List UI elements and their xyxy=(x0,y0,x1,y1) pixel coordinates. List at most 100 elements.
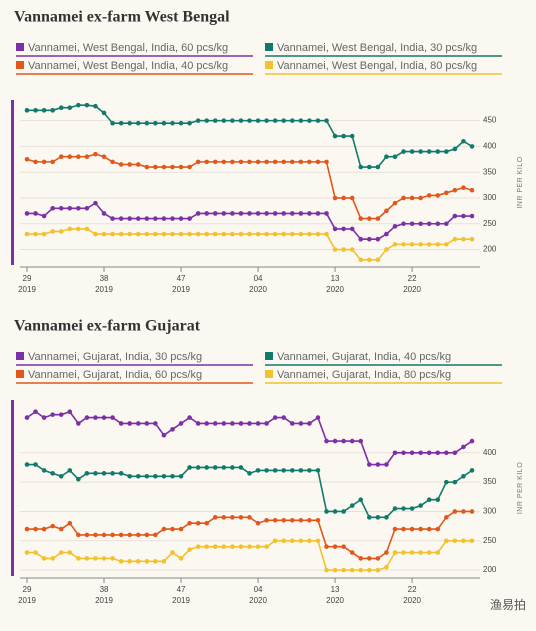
data-point xyxy=(469,213,475,219)
data-point xyxy=(349,247,355,252)
data-point xyxy=(435,497,441,503)
data-point xyxy=(50,412,55,417)
data-point xyxy=(127,559,132,564)
data-point xyxy=(161,164,167,170)
data-point xyxy=(324,567,329,573)
data-point xyxy=(452,479,458,485)
data-point xyxy=(426,221,432,227)
data-point xyxy=(127,162,132,167)
data-point xyxy=(367,567,372,573)
data-point xyxy=(110,415,115,420)
data-point xyxy=(461,444,466,450)
data-point xyxy=(178,120,184,126)
data-point xyxy=(452,450,458,456)
data-point xyxy=(298,118,304,123)
data-point xyxy=(444,538,449,544)
data-point xyxy=(76,556,81,561)
data-point xyxy=(418,450,423,456)
data-point xyxy=(401,221,406,227)
data-point xyxy=(230,465,235,470)
data-point xyxy=(392,154,398,160)
data-point xyxy=(444,149,449,154)
data-point xyxy=(24,526,30,532)
data-point xyxy=(110,216,115,221)
data-point xyxy=(110,556,115,561)
data-point xyxy=(153,216,158,221)
data-point xyxy=(135,473,141,479)
data-point xyxy=(384,208,389,214)
data-point xyxy=(195,159,201,165)
data-point xyxy=(24,156,30,162)
data-point xyxy=(375,515,381,520)
data-point xyxy=(127,532,132,538)
data-point xyxy=(272,468,278,473)
x-tick-label: 22 xyxy=(408,585,417,594)
data-point xyxy=(367,164,372,170)
data-point xyxy=(375,257,381,263)
data-point xyxy=(212,421,218,426)
data-point xyxy=(247,159,252,165)
data-point xyxy=(332,544,338,549)
x-tick-year: 2019 xyxy=(95,285,113,294)
data-point xyxy=(444,450,449,456)
data-point xyxy=(298,468,304,473)
data-point xyxy=(41,213,47,219)
y-tick-label: 250 xyxy=(483,219,497,228)
data-point xyxy=(84,154,90,160)
data-point xyxy=(24,415,30,420)
data-point xyxy=(307,231,312,237)
data-point xyxy=(358,236,364,242)
data-point xyxy=(384,564,389,570)
data-point xyxy=(384,550,389,555)
data-point xyxy=(341,247,346,252)
data-point xyxy=(435,149,441,154)
data-point xyxy=(332,133,338,139)
data-point xyxy=(461,473,466,479)
data-point xyxy=(84,226,90,232)
legend-swatch xyxy=(265,61,273,69)
data-point xyxy=(221,118,227,123)
data-point xyxy=(469,144,475,149)
data-point xyxy=(255,520,261,526)
data-point xyxy=(307,211,312,216)
data-point xyxy=(367,257,372,263)
data-point xyxy=(418,550,423,555)
data-point xyxy=(367,216,372,221)
data-point xyxy=(401,506,406,511)
data-point xyxy=(264,544,269,549)
data-point xyxy=(144,216,150,221)
data-point xyxy=(118,162,124,167)
data-point xyxy=(247,421,252,426)
data-point xyxy=(426,526,432,532)
data-point xyxy=(461,509,466,514)
data-point xyxy=(187,164,192,170)
data-point xyxy=(452,146,458,152)
data-point xyxy=(161,216,167,221)
x-tick-label: 47 xyxy=(177,274,186,283)
data-point xyxy=(178,421,184,426)
data-point xyxy=(33,159,38,165)
data-point xyxy=(33,108,38,113)
data-point xyxy=(281,118,287,123)
data-point xyxy=(349,226,355,232)
y-tick-label: 450 xyxy=(483,116,497,125)
data-point xyxy=(24,231,30,237)
data-point xyxy=(58,154,64,160)
data-point xyxy=(101,231,107,237)
data-point xyxy=(298,211,304,216)
data-point xyxy=(84,205,90,211)
data-point xyxy=(272,211,278,216)
data-point xyxy=(315,211,321,216)
data-point xyxy=(24,550,30,555)
data-point xyxy=(255,231,261,237)
data-point xyxy=(230,515,235,520)
data-point xyxy=(76,102,81,108)
data-point xyxy=(247,471,252,476)
data-point xyxy=(84,532,90,538)
data-point xyxy=(272,231,278,237)
data-point xyxy=(409,195,415,201)
data-point xyxy=(161,231,167,237)
data-point xyxy=(33,231,38,237)
data-point xyxy=(93,415,98,420)
data-point xyxy=(426,450,432,456)
